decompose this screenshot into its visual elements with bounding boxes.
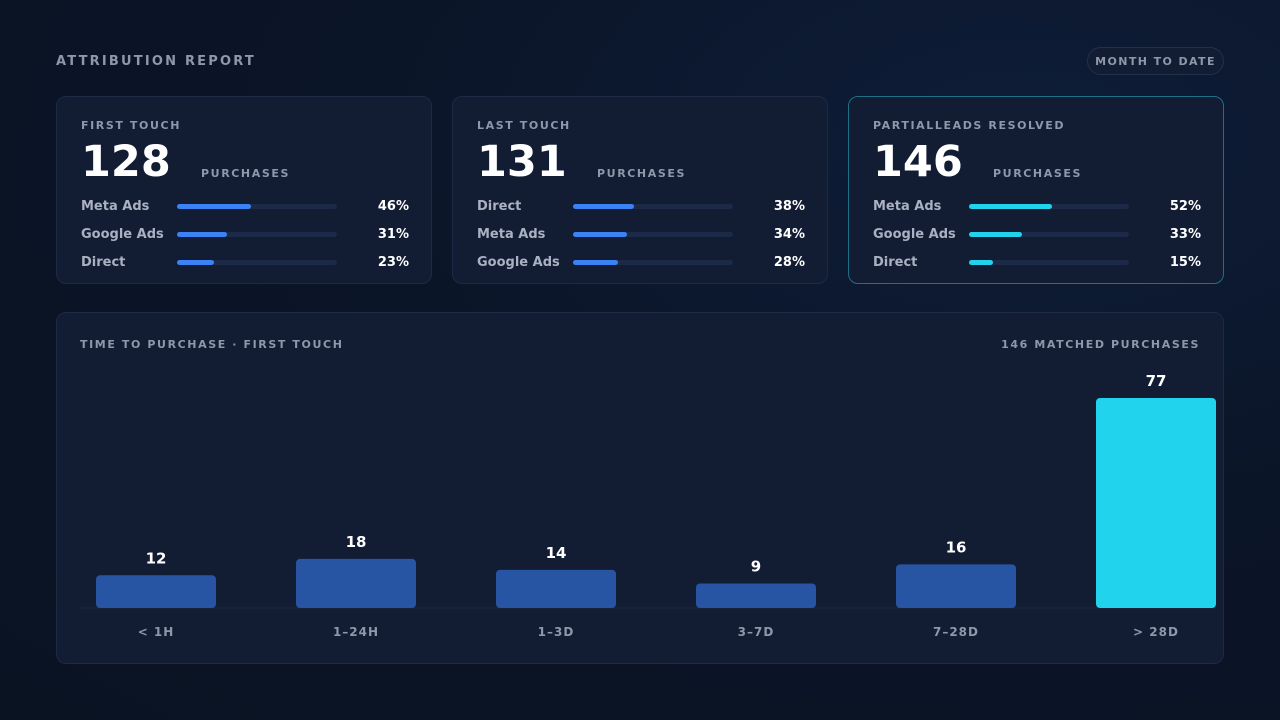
matched-purchases-total: 146 MATCHED PURCHASES [1001, 338, 1200, 351]
source-bar-fill [969, 232, 1022, 237]
bar-4 [896, 564, 1016, 608]
card-label: LAST TOUCH [477, 119, 571, 132]
category-label: 1–3D [538, 625, 575, 639]
card-value: 131 [477, 137, 567, 187]
source-bar-fill [177, 204, 251, 209]
source-bar-track [573, 260, 733, 265]
card-unit: PURCHASES [993, 167, 1083, 180]
source-name: Google Ads [81, 227, 164, 242]
source-percent: 15% [1169, 255, 1201, 270]
source-percent: 28% [773, 255, 805, 270]
source-row: Direct 15% [873, 255, 1201, 271]
card-value: 146 [873, 137, 963, 187]
source-name: Google Ads [477, 255, 560, 270]
source-name: Meta Ads [477, 227, 546, 242]
source-percent: 34% [773, 227, 805, 242]
source-percent: 33% [1169, 227, 1201, 242]
source-bar-track [573, 204, 733, 209]
source-bar-track [573, 232, 733, 237]
source-bar-fill [573, 260, 618, 265]
source-bar-fill [573, 232, 628, 237]
source-bar-fill [573, 204, 634, 209]
bar-1 [296, 558, 416, 608]
source-bar-track [177, 260, 337, 265]
source-bar-track [177, 232, 337, 237]
bar-value-label: 18 [346, 533, 367, 551]
card-unit: PURCHASES [597, 167, 687, 180]
source-name: Google Ads [873, 227, 956, 242]
source-bar-track [969, 260, 1129, 265]
source-bar-track [969, 204, 1129, 209]
category-label: > 28D [1133, 625, 1179, 639]
source-percent: 46% [377, 199, 409, 214]
card-value: 128 [81, 137, 171, 187]
category-label: 7–28D [933, 625, 979, 639]
bar-value-label: 9 [751, 557, 761, 575]
bar-value-label: 14 [546, 544, 567, 562]
bar-value-label: 12 [146, 549, 167, 567]
source-row: Meta Ads 46% [81, 199, 409, 215]
source-bar-fill [969, 260, 993, 265]
source-row: Meta Ads 52% [873, 199, 1201, 215]
category-label: 1–24H [333, 625, 379, 639]
source-row: Direct 23% [81, 255, 409, 271]
bar-0 [96, 575, 216, 608]
source-name: Meta Ads [81, 199, 150, 214]
source-name: Direct [477, 199, 522, 214]
bar-value-label: 77 [1146, 372, 1167, 390]
category-label: 3–7D [738, 625, 775, 639]
source-percent: 38% [773, 199, 805, 214]
report-title: ATTRIBUTION REPORT [56, 54, 256, 69]
source-percent: 31% [377, 227, 409, 242]
period-selector[interactable]: MONTH TO DATE [1087, 47, 1224, 75]
chart-title: TIME TO PURCHASE · FIRST TOUCH [80, 338, 344, 351]
card-label: PARTIALLEADS RESOLVED [873, 119, 1066, 132]
card-unit: PURCHASES [201, 167, 291, 180]
source-row: Meta Ads 34% [477, 227, 805, 243]
source-bar-track [177, 204, 337, 209]
source-bar-track [969, 232, 1129, 237]
card-label: FIRST TOUCH [81, 119, 181, 132]
bar-3 [696, 583, 816, 608]
source-name: Direct [873, 255, 918, 270]
category-label: < 1H [138, 625, 175, 639]
source-row: Direct 38% [477, 199, 805, 215]
source-bar-fill [177, 260, 214, 265]
first-touch-card: FIRST TOUCH 128 PURCHASES Meta Ads 46% G… [56, 96, 432, 284]
source-bar-fill [969, 204, 1053, 209]
source-percent: 23% [377, 255, 409, 270]
bar-2 [496, 569, 616, 608]
source-percent: 52% [1169, 199, 1201, 214]
last-touch-card: LAST TOUCH 131 PURCHASES Direct 38% Meta… [452, 96, 828, 284]
bar-5 [1096, 398, 1216, 608]
source-row: Google Ads 33% [873, 227, 1201, 243]
time-to-purchase-chart-card [56, 312, 1224, 664]
source-row: Google Ads 31% [81, 227, 409, 243]
source-name: Meta Ads [873, 199, 942, 214]
partialleads-resolved-card: PARTIALLEADS RESOLVED 146 PURCHASES Meta… [848, 96, 1224, 284]
bar-value-label: 16 [946, 538, 967, 556]
source-bar-fill [177, 232, 227, 237]
source-row: Google Ads 28% [477, 255, 805, 271]
source-name: Direct [81, 255, 126, 270]
